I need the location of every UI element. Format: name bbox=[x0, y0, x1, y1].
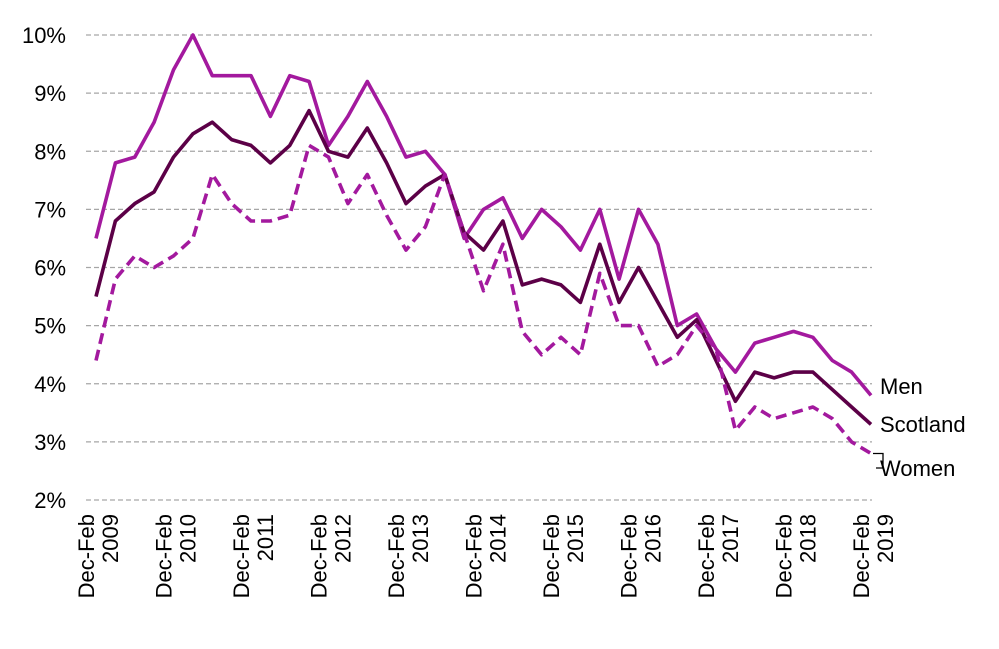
x-tick-label: Dec-Feb 2019 bbox=[849, 514, 898, 598]
x-tick-label-line2: 2018 bbox=[796, 514, 821, 563]
x-tick-label: Dec-Feb 2009 bbox=[74, 514, 123, 598]
x-tick-label: Dec-Feb 2016 bbox=[617, 514, 666, 598]
x-tick-label: Dec-Feb 2015 bbox=[539, 514, 588, 598]
series-label-men: Men bbox=[880, 374, 923, 399]
x-tick-label-line1: Dec-Feb bbox=[772, 514, 797, 598]
series-label-scotland: Scotland bbox=[880, 412, 966, 437]
x-tick-label-line1: Dec-Feb bbox=[152, 514, 177, 598]
x-tick-label-line1: Dec-Feb bbox=[849, 514, 874, 598]
y-tick-label: 10% bbox=[22, 23, 66, 48]
y-tick-label: 2% bbox=[34, 488, 66, 513]
grid-layer bbox=[86, 34, 872, 501]
x-tick-label: Dec-Feb 2017 bbox=[694, 514, 743, 598]
x-tick-label-line2: 2016 bbox=[641, 514, 666, 563]
x-tick-label-line2: 2009 bbox=[98, 514, 123, 563]
y-tick-label: 8% bbox=[34, 139, 66, 164]
series-line-men bbox=[94, 33, 873, 397]
x-tick-label-line2: 2017 bbox=[718, 514, 743, 563]
x-tick-label: Dec-Feb 2014 bbox=[462, 514, 511, 598]
y-tick-label: 3% bbox=[34, 430, 66, 455]
x-tick-label-line1: Dec-Feb bbox=[462, 514, 487, 598]
x-tick-label-line1: Dec-Feb bbox=[384, 514, 409, 598]
x-tick-label-line2: 2011 bbox=[253, 514, 278, 561]
x-tick-label: Dec-Feb 2018 bbox=[772, 514, 821, 598]
x-tick-label: Dec-Feb 2010 bbox=[152, 514, 201, 598]
series-line-scotland bbox=[94, 108, 873, 426]
x-tick-label: Dec-Feb 2012 bbox=[307, 514, 356, 598]
x-tick-label: Dec-Feb 2013 bbox=[384, 514, 433, 598]
x-tick-label-line1: Dec-Feb bbox=[617, 514, 642, 598]
x-tick-label: Dec-Feb 2011 bbox=[229, 514, 278, 598]
series-labels: Men Scotland Women bbox=[873, 374, 966, 481]
x-axis-ticks: Dec-Feb 2009 Dec-Feb 2010 Dec-Feb 2011 Dec-Feb… bbox=[74, 514, 898, 598]
x-tick-label-line2: 2013 bbox=[408, 514, 433, 563]
x-tick-label-line1: Dec-Feb bbox=[307, 514, 332, 598]
x-tick-label-line2: 2014 bbox=[486, 514, 511, 563]
y-tick-label: 6% bbox=[34, 256, 66, 281]
y-axis-ticks: 2% 3% 4% 5% 6% 7% 8% 9% 10% bbox=[22, 23, 66, 513]
x-tick-label-line2: 2010 bbox=[176, 514, 201, 563]
x-tick-label-line1: Dec-Feb bbox=[694, 514, 719, 598]
y-tick-label: 4% bbox=[34, 372, 66, 397]
leader-line-women bbox=[873, 452, 884, 469]
x-tick-label-line1: Dec-Feb bbox=[229, 514, 254, 598]
y-tick-label: 9% bbox=[34, 81, 66, 106]
x-tick-label-line1: Dec-Feb bbox=[74, 514, 99, 598]
series-label-women: Women bbox=[880, 456, 955, 481]
x-tick-label-line2: 2019 bbox=[873, 514, 898, 563]
x-tick-label-line2: 2015 bbox=[563, 514, 588, 563]
y-tick-label: 7% bbox=[34, 197, 66, 222]
y-tick-label: 5% bbox=[34, 314, 66, 339]
x-tick-label-line1: Dec-Feb bbox=[539, 514, 564, 598]
series-line-women bbox=[94, 143, 872, 456]
x-tick-label-line2: 2012 bbox=[331, 514, 356, 563]
series-layer bbox=[94, 33, 873, 456]
